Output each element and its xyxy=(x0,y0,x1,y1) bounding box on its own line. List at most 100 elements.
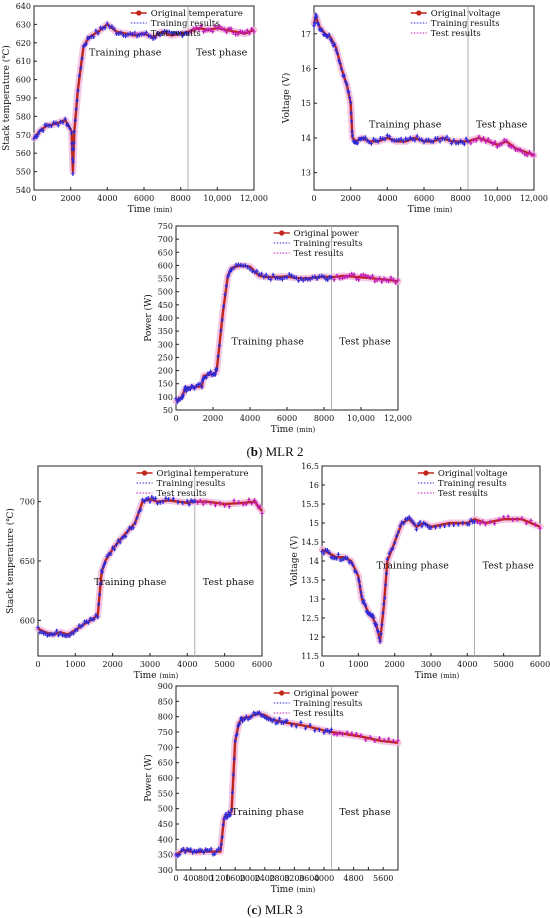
x-tick-label: 800 xyxy=(198,874,213,883)
legend-marker xyxy=(141,470,148,476)
x-tick-label: 5000 xyxy=(493,660,513,669)
y-tick-label: 14 xyxy=(301,134,311,143)
x-axis-unit: (min) xyxy=(433,206,452,214)
y-tick-label: 560 xyxy=(16,149,31,158)
chart-2: 0 2000 4000 6000 8000 10,000 12,000 13 14 15 16 17 T… xyxy=(281,5,548,215)
x-tick-label: 0 xyxy=(173,414,178,423)
chart-3: 0 2000 4000 6000 8000 10,000 12,000 50 100 150 200… xyxy=(143,222,412,435)
x-tick-label: 4000 xyxy=(377,194,397,203)
y-tick-label: 11.5 xyxy=(301,652,319,661)
x-tick-label: 4000 xyxy=(457,660,477,669)
x-tick-label: 2800 xyxy=(269,874,289,883)
y-tick-label: 15 xyxy=(309,519,319,528)
x-tick-label: 0 xyxy=(173,874,178,883)
y-tick-label: 550 xyxy=(16,168,31,177)
y-tick-label: 14.5 xyxy=(301,538,319,547)
x-tick-label: 2000 xyxy=(340,194,360,203)
y-axis-label: Power (W) xyxy=(143,294,154,342)
legend-entry: Test results xyxy=(151,29,201,39)
x-axis-label: Time (min) xyxy=(408,205,453,215)
original-band xyxy=(172,710,402,859)
test-phase-label: Test phase xyxy=(339,807,391,818)
legend-marker xyxy=(136,10,142,16)
y-tick-label: 550 xyxy=(158,275,173,284)
training-phase-label: Training phase xyxy=(232,807,305,818)
legend-entry: Training results xyxy=(294,239,363,249)
y-tick-label: 16.5 xyxy=(301,462,319,471)
y-tick-label: 150 xyxy=(158,380,173,389)
y-tick-label: 580 xyxy=(16,112,31,121)
x-tick-label: 3200 xyxy=(284,874,304,883)
x-tick-label: 3000 xyxy=(140,660,160,669)
x-tick-label: 10,000 xyxy=(203,194,231,203)
y-tick-label: 700 xyxy=(158,235,173,244)
y-tick-label: 50 xyxy=(163,406,173,415)
y-tick-label: 600 xyxy=(158,261,173,270)
x-tick-label: 2000 xyxy=(60,194,80,203)
legend-entry: Original power xyxy=(294,229,360,239)
legend-entry: Test results xyxy=(157,489,207,499)
y-tick-label: 600 xyxy=(20,616,35,625)
y-tick-label: 750 xyxy=(158,222,173,231)
y-tick-label: 620 xyxy=(16,39,31,48)
y-tick-label: 15.5 xyxy=(301,500,319,509)
legend-marker xyxy=(423,470,429,476)
x-tick-label: 3600 xyxy=(299,874,319,883)
training-phase-label: Training phase xyxy=(94,577,167,588)
training-phase-label: Training phase xyxy=(232,336,305,347)
original-line xyxy=(175,264,399,402)
legend-entry: Original power xyxy=(294,689,360,699)
test-phase-label: Test phase xyxy=(339,336,391,347)
original-line xyxy=(33,23,255,173)
x-tick-label: 0 xyxy=(311,194,316,203)
test-phase-label: Test phase xyxy=(196,48,248,59)
x-tick-label: 8000 xyxy=(314,414,334,423)
x-tick-label: 6000 xyxy=(277,414,297,423)
original-band xyxy=(30,20,258,176)
x-tick-label: 400 xyxy=(183,874,198,883)
y-tick-label: 12 xyxy=(309,633,319,642)
x-axis-unit: (min) xyxy=(440,672,459,680)
y-tick-label: 700 xyxy=(158,743,173,752)
x-tick-label: 0 xyxy=(31,194,36,203)
x-tick-label: 8000 xyxy=(450,194,470,203)
y-tick-label: 900 xyxy=(158,682,173,691)
x-tick-label: 5000 xyxy=(214,660,234,669)
y-tick-label: 450 xyxy=(158,301,173,310)
legend-marker xyxy=(279,690,285,696)
y-tick-label: 500 xyxy=(158,288,173,297)
y-tick-label: 450 xyxy=(158,820,173,829)
x-tick-label: 1000 xyxy=(65,660,85,669)
x-tick-label: 2000 xyxy=(102,660,122,669)
x-tick-label: 12,000 xyxy=(520,194,548,203)
x-tick-label: 6000 xyxy=(252,660,272,669)
x-tick-label: 6000 xyxy=(414,194,434,203)
y-tick-label: 14 xyxy=(309,557,319,566)
y-tick-label: 17 xyxy=(301,30,311,39)
y-tick-label: 100 xyxy=(158,393,173,402)
y-axis-label: Stack temperature (℃) xyxy=(1,45,12,151)
x-axis-unit: (min) xyxy=(296,426,315,434)
x-tick-label: 1600 xyxy=(225,874,245,883)
x-tick-label: 6000 xyxy=(530,660,550,669)
legend-entry: Training results xyxy=(294,699,363,709)
x-tick-label: 2000 xyxy=(384,660,404,669)
y-axis-label: Stack temperature (℃) xyxy=(5,508,16,614)
x-tick-label: 2000 xyxy=(203,414,223,423)
y-tick-label: 850 xyxy=(158,697,173,706)
x-tick-label: 8000 xyxy=(170,194,190,203)
x-tick-label: 10,000 xyxy=(347,414,375,423)
plot-frame xyxy=(175,685,399,871)
x-axis-label: Time (min) xyxy=(271,425,316,435)
y-tick-label: 590 xyxy=(16,94,31,103)
x-axis-unit: (min) xyxy=(296,886,315,894)
y-tick-label: 500 xyxy=(158,805,173,814)
y-tick-label: 650 xyxy=(158,248,173,257)
y-tick-label: 13.5 xyxy=(301,576,319,585)
original-band xyxy=(318,515,544,645)
y-tick-label: 15 xyxy=(301,99,311,108)
y-tick-label: 610 xyxy=(16,57,31,66)
x-tick-label: 10,000 xyxy=(483,194,511,203)
legend-marker xyxy=(279,230,285,236)
x-tick-label: 0 xyxy=(35,660,40,669)
